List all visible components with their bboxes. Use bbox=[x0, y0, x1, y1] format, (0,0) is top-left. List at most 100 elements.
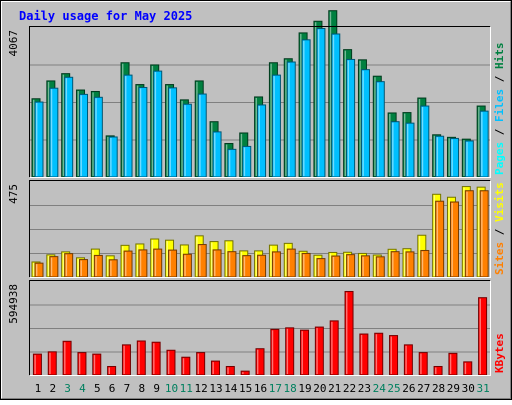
bar-highlight bbox=[227, 367, 229, 374]
panel-border-light bbox=[29, 26, 491, 178]
bar-highlight bbox=[285, 244, 287, 276]
bar-highlight bbox=[92, 92, 94, 176]
bar-highlight bbox=[433, 135, 436, 176]
bar-highlight bbox=[77, 258, 79, 276]
bar-highlight bbox=[451, 202, 453, 276]
bar-highlight bbox=[199, 245, 201, 276]
legend-hits: Hits bbox=[493, 43, 506, 70]
bar-highlight bbox=[314, 256, 317, 276]
bar-highlight bbox=[182, 358, 185, 374]
frame-shadow bbox=[1, 1, 511, 399]
bar-highlight bbox=[479, 298, 481, 374]
bar-highlight bbox=[288, 63, 290, 176]
bar-highlight bbox=[80, 95, 82, 176]
day-label-9: 9 bbox=[153, 382, 160, 395]
bar-highlight bbox=[197, 353, 200, 374]
bar-highlight bbox=[166, 85, 168, 176]
bar-highlight bbox=[421, 251, 424, 276]
bar-highlight bbox=[347, 60, 350, 176]
day-label-31: 31 bbox=[476, 382, 489, 395]
panel-border-dark bbox=[29, 180, 491, 278]
bar-highlight bbox=[258, 105, 260, 176]
bar-highlight bbox=[481, 191, 483, 276]
bar-highlight bbox=[107, 136, 109, 176]
bar-highlight bbox=[166, 241, 168, 276]
bar-highlight bbox=[466, 141, 468, 176]
bar-highlight bbox=[136, 85, 139, 176]
bar-highlight bbox=[50, 89, 53, 176]
bar-highlight bbox=[228, 252, 231, 276]
bar-highlight bbox=[225, 144, 228, 176]
day-label-10: 10 bbox=[165, 382, 178, 395]
chart-title: Daily usage for May 2025 bbox=[19, 9, 192, 23]
bar-highlight bbox=[331, 321, 333, 374]
bar-highlight bbox=[47, 81, 50, 176]
bar-highlight bbox=[362, 256, 364, 276]
bar-highlight bbox=[167, 351, 170, 374]
panel-border-light bbox=[29, 180, 491, 278]
bar-highlight bbox=[136, 244, 139, 276]
bar-highlight bbox=[375, 334, 378, 374]
day-label-20: 20 bbox=[313, 382, 326, 395]
day-label-15: 15 bbox=[239, 382, 252, 395]
bar-highlight bbox=[50, 257, 53, 276]
bar-highlight bbox=[36, 264, 38, 276]
bar-highlight bbox=[169, 88, 171, 176]
frame-highlight bbox=[1, 1, 511, 399]
bar-highlight bbox=[108, 367, 111, 374]
bar-highlight bbox=[346, 292, 348, 374]
bar-highlight bbox=[420, 353, 422, 374]
bar-highlight bbox=[436, 202, 439, 276]
panel-border-dark bbox=[29, 26, 491, 178]
bar-highlight bbox=[347, 255, 350, 276]
bar-highlight bbox=[377, 82, 379, 176]
bar-highlight bbox=[107, 256, 109, 276]
bar-highlight bbox=[47, 255, 50, 276]
bar-highlight bbox=[359, 60, 361, 176]
bar-highlight bbox=[95, 256, 97, 276]
legend-1: Sites / Visits bbox=[493, 182, 506, 275]
legend-pages: Pages bbox=[493, 142, 506, 175]
bar-highlight bbox=[303, 40, 305, 176]
bar-highlight bbox=[478, 107, 480, 176]
bar-highlight bbox=[196, 236, 198, 276]
bar-highlight bbox=[154, 72, 157, 176]
bar-highlight bbox=[139, 88, 142, 176]
bar-highlight bbox=[301, 331, 303, 374]
bar-highlight bbox=[389, 250, 391, 276]
bar-highlight bbox=[65, 254, 68, 276]
day-label-4: 4 bbox=[79, 382, 86, 395]
day-label-21: 21 bbox=[328, 382, 341, 395]
bar-highlight bbox=[65, 78, 68, 176]
bar-highlight bbox=[49, 352, 51, 374]
day-label-5: 5 bbox=[94, 382, 101, 395]
y-max-label: 475 bbox=[7, 184, 20, 204]
bar-highlight bbox=[377, 257, 379, 276]
day-label-30: 30 bbox=[462, 382, 475, 395]
bar-highlight bbox=[273, 76, 275, 176]
bar-highlight bbox=[153, 343, 155, 374]
y-max-label: 4067 bbox=[7, 30, 20, 57]
legend-visits: Visits bbox=[493, 182, 506, 222]
bar-highlight bbox=[359, 254, 361, 276]
day-label-13: 13 bbox=[209, 382, 222, 395]
bar-highlight bbox=[344, 253, 347, 276]
bar-highlight bbox=[181, 100, 183, 176]
bar-highlight bbox=[80, 260, 82, 276]
bar-highlight bbox=[36, 103, 38, 176]
bar-highlight bbox=[199, 95, 201, 176]
legend-sites: Sites bbox=[493, 242, 506, 275]
bar-highlight bbox=[151, 240, 154, 276]
bar-highlight bbox=[125, 76, 127, 176]
bar-highlight bbox=[406, 252, 409, 276]
bar-highlight bbox=[139, 250, 142, 276]
bar-highlight bbox=[214, 250, 216, 276]
bar-highlight bbox=[77, 91, 79, 176]
day-label-16: 16 bbox=[254, 382, 267, 395]
bar-highlight bbox=[240, 133, 243, 176]
bar-highlight bbox=[151, 65, 154, 176]
bar-highlight bbox=[463, 140, 465, 176]
bar-highlight bbox=[270, 63, 272, 176]
bar-highlight bbox=[93, 355, 96, 374]
